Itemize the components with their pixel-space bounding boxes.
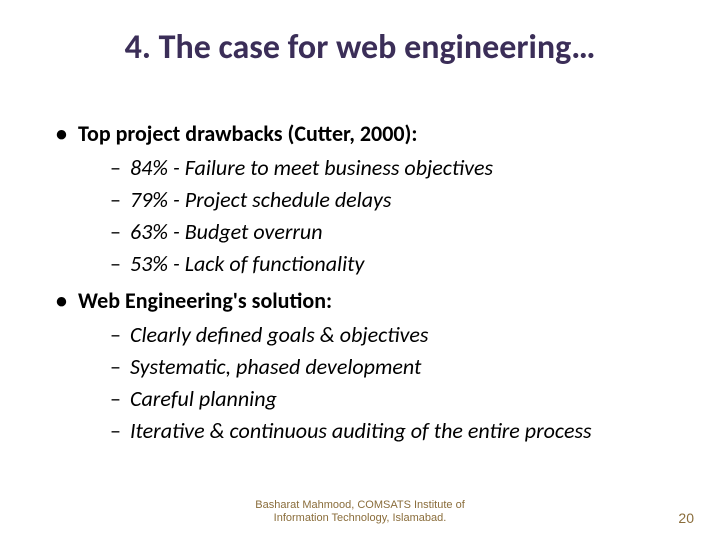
- footer-line1: Basharat Mahmood, COMSATS Institute of: [255, 499, 465, 511]
- list-item: 79% - Project schedule delays: [110, 184, 690, 216]
- bullet-drawbacks: Top project drawbacks (Cutter, 2000):: [56, 118, 690, 150]
- footer-credit: Basharat Mahmood, COMSATS Institute of I…: [0, 499, 720, 527]
- page-number: 20: [678, 510, 694, 526]
- slide-body: Top project drawbacks (Cutter, 2000): 84…: [56, 118, 690, 453]
- slide: 4. The case for web engineering… Top pro…: [0, 0, 720, 540]
- bullet-solution: Web Engineering's solution:: [56, 285, 690, 317]
- list-item: 84% - Failure to meet business objective…: [110, 152, 690, 184]
- list-item: 53% - Lack of functionality: [110, 248, 690, 280]
- list-item: Iterative & continuous auditing of the e…: [110, 415, 690, 447]
- slide-title: 4. The case for web engineering…: [40, 28, 680, 67]
- drawbacks-list: 84% - Failure to meet business objective…: [56, 152, 690, 280]
- list-item: Systematic, phased development: [110, 351, 690, 383]
- solution-list: Clearly defined goals & objectives Syste…: [56, 319, 690, 447]
- list-item: Careful planning: [110, 383, 690, 415]
- footer-line2: Information Technology, Islamabad.: [274, 512, 447, 524]
- list-item: Clearly defined goals & objectives: [110, 319, 690, 351]
- list-item: 63% - Budget overrun: [110, 216, 690, 248]
